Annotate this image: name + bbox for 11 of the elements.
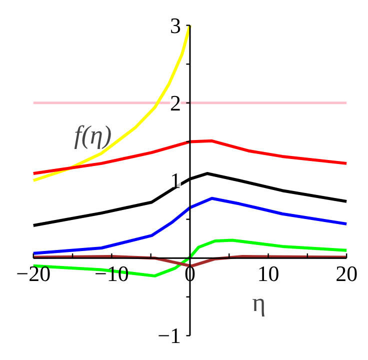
y-tick-label: 1	[170, 168, 181, 193]
y-tick-label: 2	[170, 90, 181, 116]
y-axis-title: f(η)	[74, 120, 112, 150]
line-series	[32, 196, 348, 255]
x-tick-label: 10	[257, 261, 280, 286]
x-tick-label: −20	[16, 261, 51, 286]
y-tick-label: −1	[158, 323, 181, 348]
line-series	[32, 255, 348, 268]
y-tick-label: 3	[170, 12, 181, 38]
x-axis-title: η	[252, 288, 266, 318]
x-tick-label: 20	[336, 261, 358, 286]
